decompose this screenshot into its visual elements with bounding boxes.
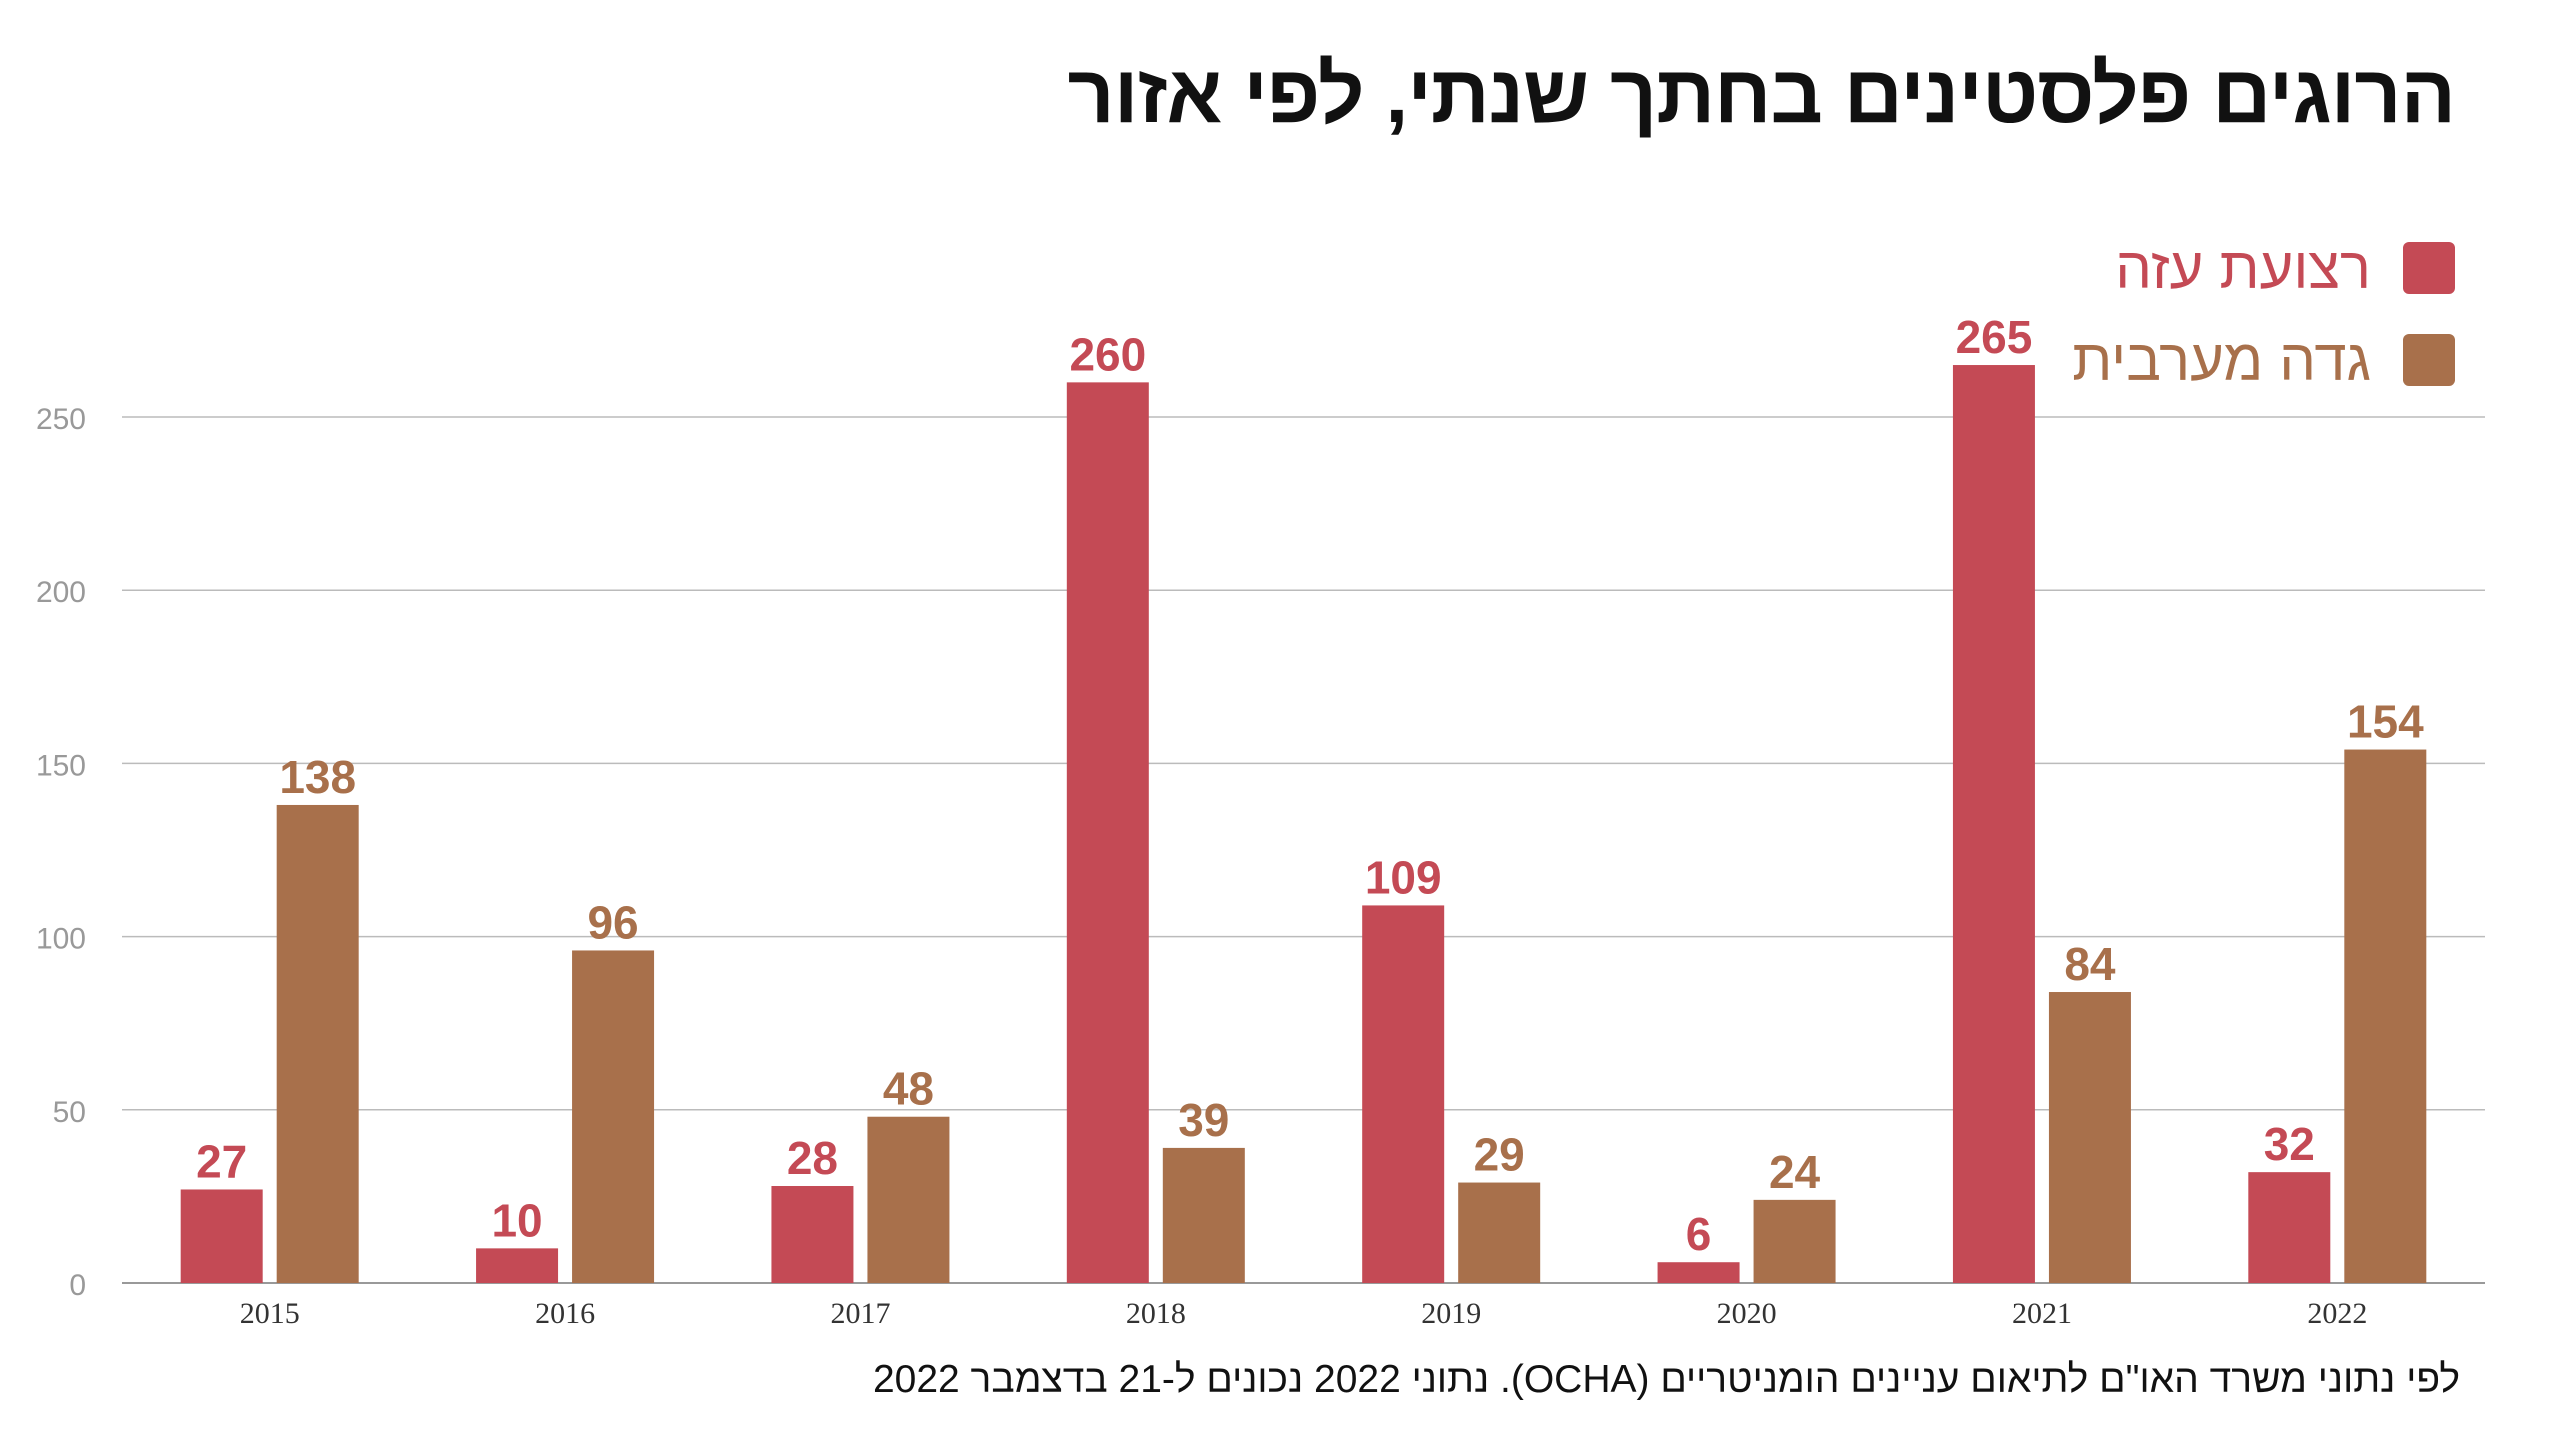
x-tick-label: 2018	[1126, 1297, 1186, 1330]
data-label-2018-gaza: 260	[1069, 328, 1146, 380]
bar-2019-gaza	[1362, 905, 1445, 1283]
data-label-2016-gaza: 10	[491, 1194, 542, 1246]
legend-item-gaza: רצועת עזה	[2072, 222, 2455, 314]
x-tick-label: 2022	[2307, 1297, 2367, 1330]
data-label-2017-west-bank: 48	[883, 1063, 934, 1115]
bar-2015-west-bank	[276, 804, 359, 1283]
data-label-2016-west-bank: 96	[587, 896, 638, 948]
data-labels: 27 138 10 96 28 48 260 39 109 29 6 24 265 84 32 154	[196, 311, 2424, 1260]
data-label-2021-gaza: 265	[1956, 311, 2033, 363]
bars	[180, 365, 2427, 1283]
data-label-2015-gaza: 27	[196, 1135, 247, 1187]
bar-2021-gaza	[1952, 365, 2035, 1283]
bar-2021-west-bank	[2048, 992, 2131, 1283]
data-label-2020-west-bank: 24	[1769, 1146, 1821, 1198]
x-tick-label: 2017	[830, 1297, 890, 1330]
data-label-2015-west-bank: 138	[279, 751, 356, 803]
data-label-2019-west-bank: 29	[1474, 1129, 1525, 1181]
legend-label-gaza: רצועת עזה	[2115, 235, 2371, 301]
data-label-2017-gaza: 28	[787, 1132, 838, 1184]
data-label-2022-west-bank: 154	[2347, 696, 2424, 748]
y-tick-label: 50	[53, 1096, 86, 1129]
legend: רצועת עזה גדה מערבית	[2072, 222, 2455, 406]
data-label-2019-gaza: 109	[1365, 851, 1442, 903]
x-tick-label: 2015	[240, 1297, 300, 1330]
data-label-2020-gaza: 6	[1686, 1208, 1712, 1260]
legend-swatch-west-bank	[2403, 334, 2455, 386]
bar-2018-gaza	[1066, 382, 1149, 1283]
y-tick-label: 250	[36, 403, 86, 436]
bar-2022-gaza	[2248, 1172, 2331, 1283]
bar-2015-gaza	[180, 1189, 263, 1283]
y-tick-label: 0	[69, 1269, 86, 1302]
chart-title: הרוגים פלסטינים בחתך שנתי, לפי אזור	[1067, 49, 2456, 140]
y-tick-label: 200	[36, 576, 86, 609]
bar-2017-west-bank	[867, 1116, 950, 1283]
x-axis-ticks: 2015 2016 2017 2018 2019 2020 2021 2022	[240, 1297, 2368, 1330]
bar-2016-gaza	[476, 1248, 559, 1283]
gridlines	[122, 416, 2485, 1284]
data-label-2021-west-bank: 84	[2064, 938, 2116, 990]
x-tick-label: 2021	[2012, 1297, 2072, 1330]
bar-2016-west-bank	[572, 950, 655, 1283]
x-tick-label: 2020	[1717, 1297, 1777, 1330]
legend-swatch-gaza	[2403, 242, 2455, 294]
legend-label-west-bank: גדה מערבית	[2072, 327, 2371, 393]
bar-2017-gaza	[771, 1186, 854, 1283]
bar-2020-gaza	[1657, 1262, 1740, 1283]
y-axis-ticks: 0 50 100 150 200 250	[36, 403, 86, 1302]
source-footnote: לפי נתוני משרד האו"ם לתיאום עניינים הומנ…	[872, 1358, 2460, 1401]
bar-2020-west-bank	[1753, 1199, 1836, 1283]
bar-2022-west-bank	[2344, 749, 2427, 1283]
data-label-2018-west-bank: 39	[1178, 1094, 1229, 1146]
bar-2018-west-bank	[1162, 1147, 1245, 1283]
y-tick-label: 100	[36, 923, 86, 956]
x-tick-label: 2019	[1421, 1297, 1481, 1330]
y-tick-label: 150	[36, 749, 86, 782]
bar-2019-west-bank	[1458, 1182, 1541, 1283]
data-label-2022-gaza: 32	[2264, 1118, 2315, 1170]
x-tick-label: 2016	[535, 1297, 595, 1330]
legend-item-west-bank: גדה מערבית	[2072, 314, 2455, 406]
